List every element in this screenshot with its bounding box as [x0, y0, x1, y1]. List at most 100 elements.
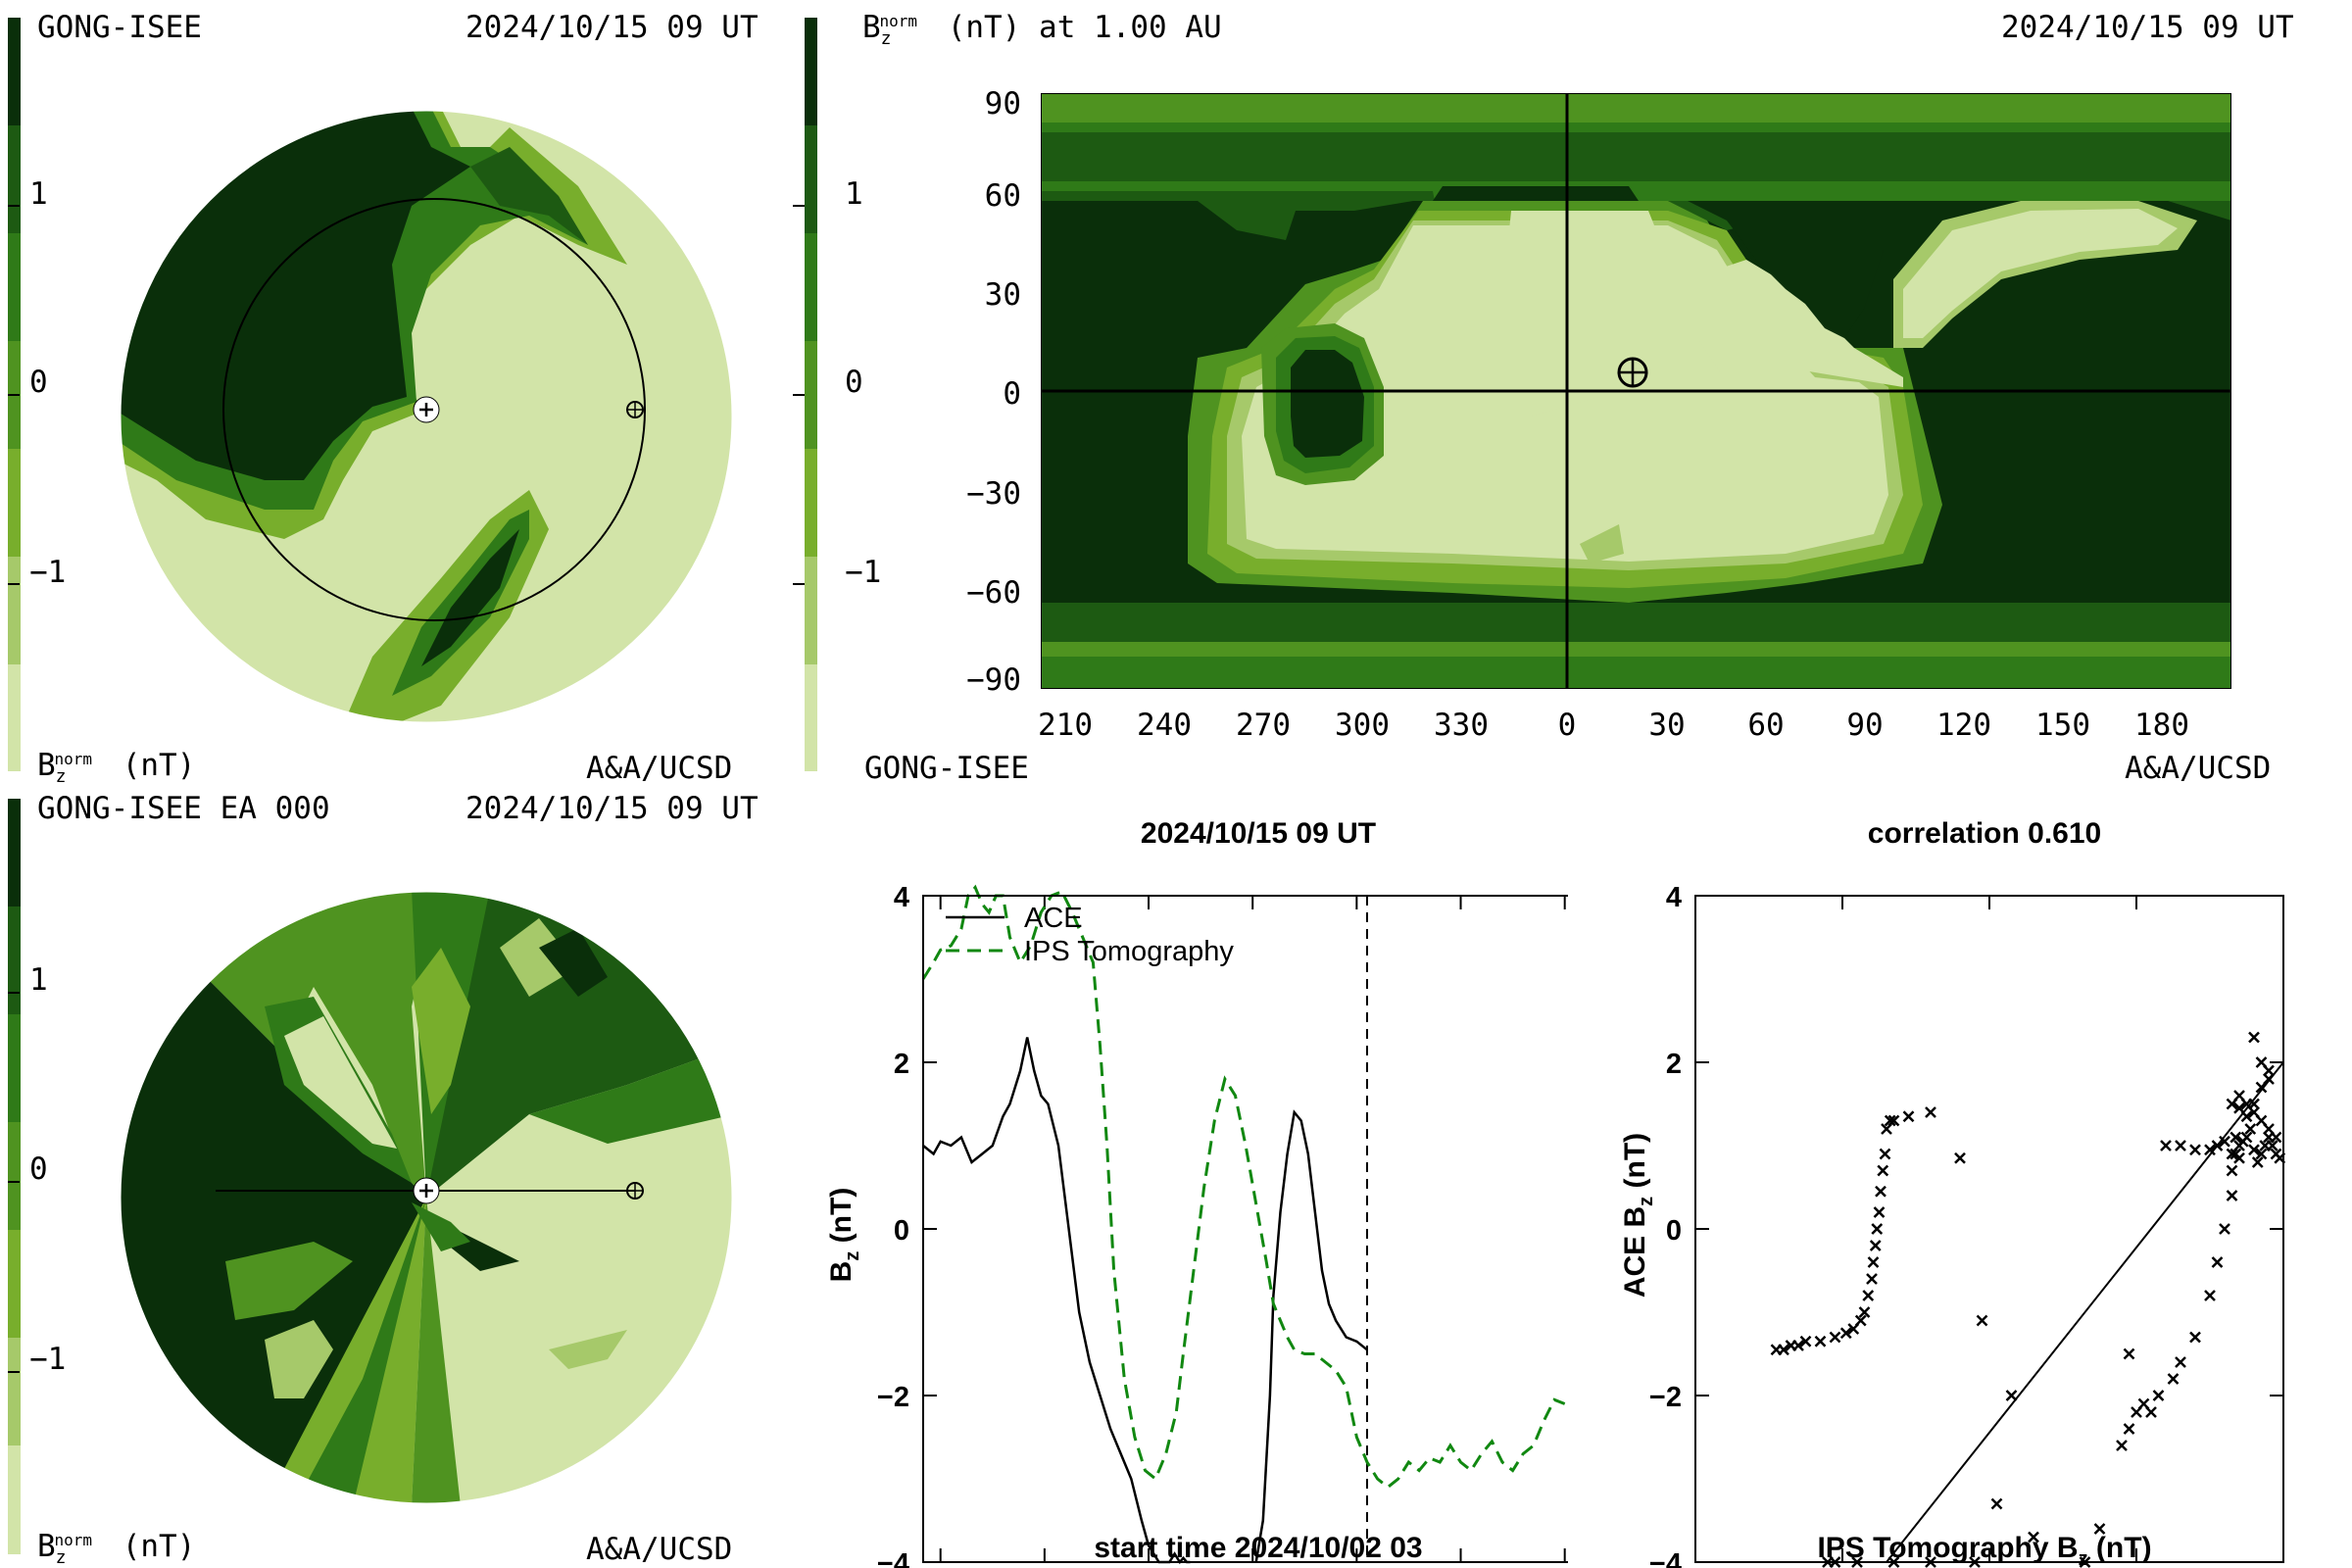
- y-tick-label: −90: [966, 662, 1021, 698]
- x-tick-label: 120: [1936, 708, 1991, 743]
- y-tick-label: 30: [984, 277, 1021, 313]
- scatter-point: [2204, 1290, 2216, 1301]
- scatter-point: [2145, 1406, 2157, 1418]
- chart-title: correlation 0.610: [1868, 817, 2101, 850]
- cbar-tick-label: 1: [29, 962, 48, 998]
- timeseries-chart: 2024/10/15 09 UT 10/0310/0610/0910/1210/…: [804, 804, 1568, 1568]
- y-axis-label: Bz (nT): [825, 1188, 863, 1283]
- polar-map-top-left: [120, 110, 733, 723]
- panel-top-right: 1 0 −1 Bznorm (nT) at 1.00 AU 2024/10/15…: [784, 0, 2352, 794]
- y-tick-label: 2: [894, 1049, 909, 1080]
- x-tick-label: 270: [1236, 708, 1291, 743]
- x-tick-label: 210: [1038, 708, 1093, 743]
- scatter-point: [2005, 1390, 2018, 1401]
- plot-frame: [1694, 895, 2284, 1563]
- scatter-point: [2219, 1223, 2230, 1235]
- x-tick-label: 180: [2134, 708, 2189, 743]
- y-tick-label: −4: [877, 1548, 909, 1568]
- datetime-label: 2024/10/15 09 UT: [466, 10, 759, 45]
- scatter-point: [2160, 1140, 2172, 1152]
- y-tick-label: 4: [1666, 882, 1682, 913]
- scatter-point: [2270, 1131, 2282, 1144]
- cbar-tick-label: −1: [29, 555, 67, 590]
- scatter-point: [1877, 1164, 1889, 1177]
- x-tick-label: 60: [1747, 708, 1785, 743]
- scatter-point: [1976, 1314, 1988, 1327]
- credit-label: A&A/UCSD: [2125, 751, 2272, 786]
- scatter-point: [2226, 1190, 2238, 1201]
- scatter-point: [1792, 1340, 1804, 1351]
- scatter-point: [2189, 1331, 2201, 1344]
- map-frame: [1041, 93, 2231, 689]
- scatter-point: [2123, 1348, 2135, 1360]
- scatter-point: [2240, 1131, 2253, 1144]
- y-axis-label: ACE Bz (nT): [1619, 1133, 1657, 1298]
- y-tick-label: 60: [984, 178, 1021, 214]
- cbar-tick-label: −1: [29, 1342, 67, 1377]
- source-label: GONG-ISEE EA 000: [37, 791, 330, 826]
- scatter-point: [1862, 1290, 1875, 1301]
- x-axis-label: IPS Tomography Bz (nT): [1817, 1532, 2151, 1568]
- y-tick-label: −4: [1649, 1548, 1682, 1568]
- panel-bottom-left: 1 0 −1 GONG-ISEE EA 000 2024/10/15 09 UT: [0, 791, 784, 1568]
- scatter-point: [1871, 1223, 1884, 1235]
- datetime-label: 2024/10/15 09 UT: [2001, 10, 2294, 45]
- plot-frame: [922, 895, 1568, 1563]
- scatter-point: [1875, 1185, 1886, 1198]
- x-tick-label: 330: [1434, 708, 1489, 743]
- scatter-point: [2244, 1123, 2257, 1135]
- scatter-point: [1990, 1497, 2003, 1510]
- scatter-point: [2175, 1140, 2186, 1152]
- legend: ACE IPS Tomography: [946, 903, 1234, 967]
- source-label: GONG-ISEE: [864, 751, 1029, 786]
- x-axis-label: start time 2024/10/02 03: [1094, 1532, 1422, 1564]
- scatter-point: [2211, 1140, 2224, 1152]
- scatter-point: [1887, 1114, 1900, 1127]
- polar-map-bottom-left: [120, 891, 733, 1504]
- scatter-point: [2028, 1531, 2039, 1544]
- scatter-point: [2248, 1144, 2260, 1156]
- y-tick-label: −30: [966, 476, 1021, 512]
- colorbar-unit-label: Bznorm (nT): [37, 1529, 196, 1568]
- scatter-point: [2230, 1131, 2242, 1144]
- y-tick-label: 90: [984, 86, 1021, 122]
- scatter-point: [1869, 1240, 1882, 1251]
- scatter-point: [2248, 1031, 2260, 1044]
- scatter-point: [2123, 1423, 2135, 1435]
- scatter-point: [1854, 1314, 1867, 1327]
- scatter-point: [1814, 1335, 1827, 1348]
- scatter-point: [1839, 1327, 1852, 1340]
- scatter-point: [1867, 1256, 1880, 1268]
- scatter-point: [2263, 1064, 2275, 1077]
- panel-top-left: 1 0 −1 GONG-ISEE 2024/10/15 09 UT Bznorm…: [0, 0, 784, 794]
- scatter-point: [2226, 1098, 2238, 1110]
- scatter-chart: correlation 0.610 −4−2024420−2−4 IPS Tom…: [1568, 804, 2352, 1568]
- cbar-tick-label: 1: [29, 176, 48, 212]
- legend-ips: IPS Tomography: [1024, 936, 1234, 967]
- scatter-point: [1902, 1110, 1915, 1123]
- datetime-label: 2024/10/15 09 UT: [466, 791, 759, 826]
- x-tick-label: 150: [2035, 708, 2090, 743]
- scatter-point: [2116, 1440, 2128, 1451]
- series-ips-line: [921, 884, 1566, 1490]
- colorbar-unit-label: Bznorm (nT): [37, 748, 196, 788]
- y-tick-label: 0: [1666, 1215, 1682, 1247]
- scatter-point: [1778, 1344, 1789, 1356]
- source-label: GONG-ISEE: [37, 10, 202, 45]
- cbar-tick-label: −1: [845, 555, 882, 590]
- scatter-point: [2189, 1144, 2201, 1156]
- scatter-point: [2219, 1135, 2230, 1148]
- scatter-point: [2248, 1098, 2260, 1110]
- x-tick-label: 240: [1137, 708, 1192, 743]
- scatter-point: [2255, 1148, 2268, 1160]
- x-tick-label: 300: [1335, 708, 1390, 743]
- fit-line: [1886, 1061, 2284, 1563]
- scatter-point: [2226, 1148, 2238, 1160]
- colorbar-bottom-left: [8, 799, 21, 1554]
- scatter-point: [2204, 1144, 2216, 1156]
- scatter-point: [2255, 1081, 2268, 1094]
- chart-title: 2024/10/15 09 UT: [1141, 817, 1376, 850]
- scatter-point: [1884, 1114, 1896, 1127]
- scatter-point: [1873, 1206, 1886, 1218]
- scatter-point: [2240, 1110, 2253, 1123]
